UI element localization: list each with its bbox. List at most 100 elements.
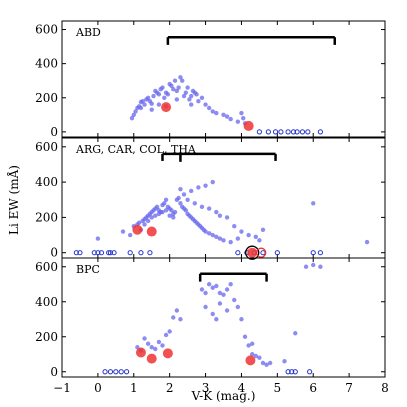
x-axis-label: V-K (mag.) [191,389,256,403]
data-point [253,353,258,359]
x-tick-label: 0 [94,381,102,395]
data-point [206,282,212,287]
data-point [318,264,323,269]
data-point [169,208,174,213]
open-point [265,129,271,135]
data-point [172,209,178,215]
open-point [317,250,323,256]
data-point [167,213,172,218]
data-point [293,331,298,336]
x-tick-label: 3 [202,381,210,395]
open-point [118,369,124,375]
data-point [210,285,215,290]
highlight-point [162,348,173,359]
data-point [153,213,158,218]
data-point [151,93,156,99]
data-point [153,346,158,352]
open-point [102,369,108,375]
data-point [163,332,169,338]
data-point [228,239,233,245]
data-point [149,345,154,350]
data-point [235,119,241,124]
open-point [285,129,291,135]
data-point [165,92,171,97]
y-tick-label: 600 [35,260,58,274]
data-point [160,343,165,348]
panel-frame [61,20,386,138]
data-point [260,227,266,232]
y-axis-label: Li EW (mÅ) [6,165,21,235]
data-point [174,88,180,94]
data-point [214,317,219,322]
data-point [156,102,162,107]
data-point [145,341,151,346]
data-point [176,85,181,90]
open-point [310,250,316,256]
x-tick-label: 4 [238,381,246,395]
data-point [196,185,201,190]
data-point [127,232,133,238]
data-point [181,93,187,99]
open-point [256,129,262,135]
data-point [145,218,151,224]
data-point [154,204,160,210]
data-point [174,308,180,313]
data-point [140,98,145,104]
data-point [250,352,255,357]
x-tick-label: 1 [130,381,138,395]
data-point [203,102,208,107]
open-point [289,369,295,375]
highlight-point [146,226,157,237]
data-point [171,215,176,220]
highlight-point [132,224,143,235]
open-point [285,369,291,375]
data-point [194,92,199,97]
open-point [95,250,101,256]
data-point [264,362,269,367]
data-point [156,92,162,97]
data-point [174,97,180,102]
data-point [145,95,151,100]
data-point [257,238,262,243]
data-point [210,232,215,238]
data-point [162,95,167,100]
data-point [242,334,248,339]
data-point [206,105,212,111]
panel-1: 0 200 400 600 ABD [35,20,386,139]
open-point [73,250,79,256]
y-tick-label: 200 [35,330,58,344]
data-point [149,215,154,220]
y-tick-label: 0 [50,125,58,139]
open-point [235,250,241,256]
x-tick-label: 2 [166,381,174,395]
highlight-point [245,355,256,366]
data-point [185,197,190,202]
data-point [199,287,205,292]
y-tick-label: 0 [50,246,58,260]
y-tick-label: 600 [35,23,58,37]
data-point [183,208,189,213]
data-point [253,234,258,240]
panel-3: 0 200 400 600 BPC −1 0 1 2 3 4 5 6 7 8 [35,257,389,395]
data-point [171,315,176,320]
open-point [274,250,280,256]
y-tick-label: 200 [35,210,58,224]
panel-label: BPC [76,263,100,276]
open-point [127,250,133,256]
y-tick-label: 600 [35,140,58,154]
data-point [311,262,316,268]
open-point [317,129,323,135]
data-point [129,116,135,121]
data-point [185,85,190,90]
data-point [214,283,219,289]
highlight-point [247,247,258,258]
data-point [142,102,147,107]
data-point [221,238,226,243]
open-point [124,369,130,375]
data-point [160,209,165,215]
ring-point [245,245,260,260]
open-point [299,129,306,135]
data-point [142,336,147,341]
y-tick-label: 400 [35,57,58,71]
